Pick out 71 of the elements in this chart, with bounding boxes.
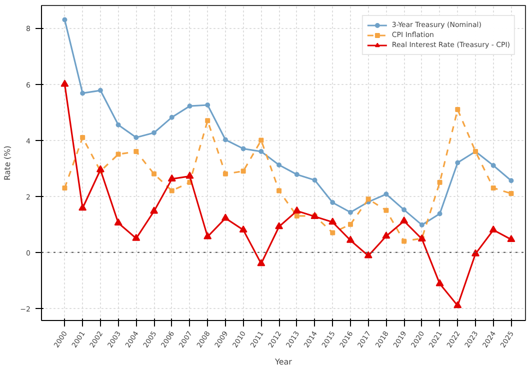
point: [437, 180, 442, 185]
point: [80, 134, 86, 140]
point: [60, 80, 69, 87]
point: [402, 207, 407, 212]
point: [455, 106, 460, 112]
x-axis-title: Year: [274, 358, 293, 367]
point: [169, 114, 174, 120]
point: [294, 213, 300, 218]
point: [348, 210, 353, 215]
point: [276, 162, 282, 168]
point: [222, 137, 228, 142]
point: [436, 279, 444, 286]
point: [382, 232, 390, 239]
point: [187, 104, 192, 109]
point: [62, 17, 68, 22]
point: [364, 251, 372, 258]
point: [168, 174, 176, 182]
point: [150, 206, 158, 214]
point: [276, 188, 282, 194]
point: [134, 149, 139, 154]
point: [240, 146, 246, 152]
point: [455, 160, 460, 166]
point: [471, 249, 480, 256]
point: [437, 211, 442, 216]
point: [400, 216, 408, 224]
point: [454, 301, 462, 308]
point: [62, 185, 68, 190]
point: [240, 168, 246, 174]
point: [366, 196, 371, 202]
point: [98, 88, 103, 93]
point: [205, 118, 210, 124]
point: [186, 172, 194, 179]
point: [205, 102, 210, 108]
point: [348, 222, 353, 227]
point: [114, 218, 122, 226]
point: [489, 225, 498, 232]
point: [346, 236, 354, 243]
point: [152, 171, 157, 176]
point: [508, 191, 514, 196]
point: [222, 171, 228, 176]
point: [384, 208, 389, 213]
point: [80, 90, 86, 96]
point: [152, 130, 157, 136]
point: [258, 138, 264, 143]
y-axis-title: Rate (%): [3, 146, 12, 180]
point: [328, 218, 337, 225]
point: [508, 178, 514, 184]
point: [292, 206, 301, 214]
point: [116, 152, 121, 157]
point: [134, 135, 139, 140]
point: [507, 234, 516, 242]
point: [419, 222, 424, 228]
point: [258, 149, 264, 154]
point: [239, 225, 248, 232]
point: [330, 230, 336, 236]
point: [312, 178, 318, 183]
point: [257, 259, 266, 266]
point: [384, 192, 389, 197]
point: [132, 234, 140, 241]
point: [204, 232, 212, 240]
point: [330, 200, 336, 206]
point: [96, 165, 104, 172]
point: [294, 172, 300, 177]
point: [116, 122, 121, 128]
point: [402, 238, 407, 244]
point: [169, 188, 174, 194]
point: [221, 214, 230, 221]
point: [78, 204, 87, 211]
point: [275, 222, 284, 230]
point: [490, 185, 496, 190]
point: [490, 163, 496, 168]
